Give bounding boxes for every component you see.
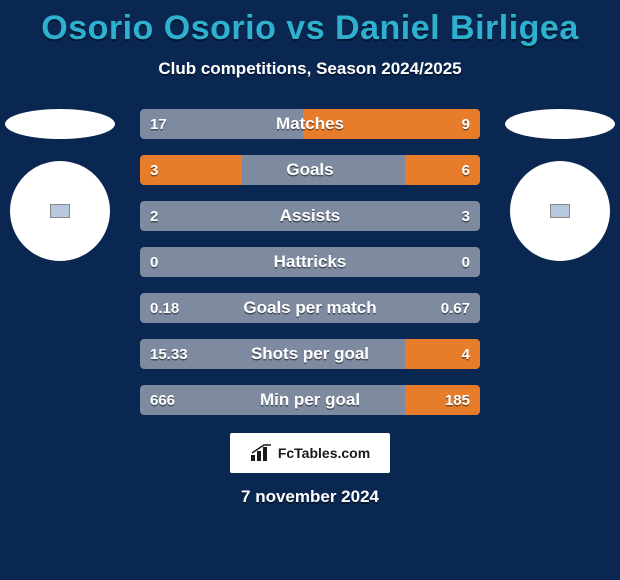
- page-title: Osorio Osorio vs Daniel Birligea: [0, 0, 620, 47]
- stat-row: 00Hattricks: [140, 247, 480, 277]
- stat-label: Assists: [140, 201, 480, 231]
- stat-label: Matches: [140, 109, 480, 139]
- right-nation-circle: [510, 161, 610, 261]
- left-club-ellipse: [5, 109, 115, 139]
- stat-row: 0.180.67Goals per match: [140, 293, 480, 323]
- stat-label: Goals: [140, 155, 480, 185]
- page-subtitle: Club competitions, Season 2024/2025: [0, 59, 620, 79]
- stat-bars: 179Matches 36Goals 23Assists 00Hattricks 0.1…: [140, 109, 480, 415]
- stat-row: 23Assists: [140, 201, 480, 231]
- right-club-ellipse: [505, 109, 615, 139]
- stat-row: 15.334Shots per goal: [140, 339, 480, 369]
- flag-icon: [50, 204, 70, 218]
- stat-row: 36Goals: [140, 155, 480, 185]
- stat-label: Goals per match: [140, 293, 480, 323]
- left-nation-circle: [10, 161, 110, 261]
- flag-icon: [550, 204, 570, 218]
- brand-box: FcTables.com: [230, 433, 390, 473]
- stat-row: 179Matches: [140, 109, 480, 139]
- stat-row: 666185Min per goal: [140, 385, 480, 415]
- date-text: 7 november 2024: [0, 487, 620, 507]
- stat-label: Min per goal: [140, 385, 480, 415]
- stat-label: Shots per goal: [140, 339, 480, 369]
- comparison-arena: 179Matches 36Goals 23Assists 00Hattricks 0.1…: [0, 109, 620, 415]
- chart-icon: [250, 444, 274, 462]
- stat-label: Hattricks: [140, 247, 480, 277]
- brand-text: FcTables.com: [278, 445, 370, 461]
